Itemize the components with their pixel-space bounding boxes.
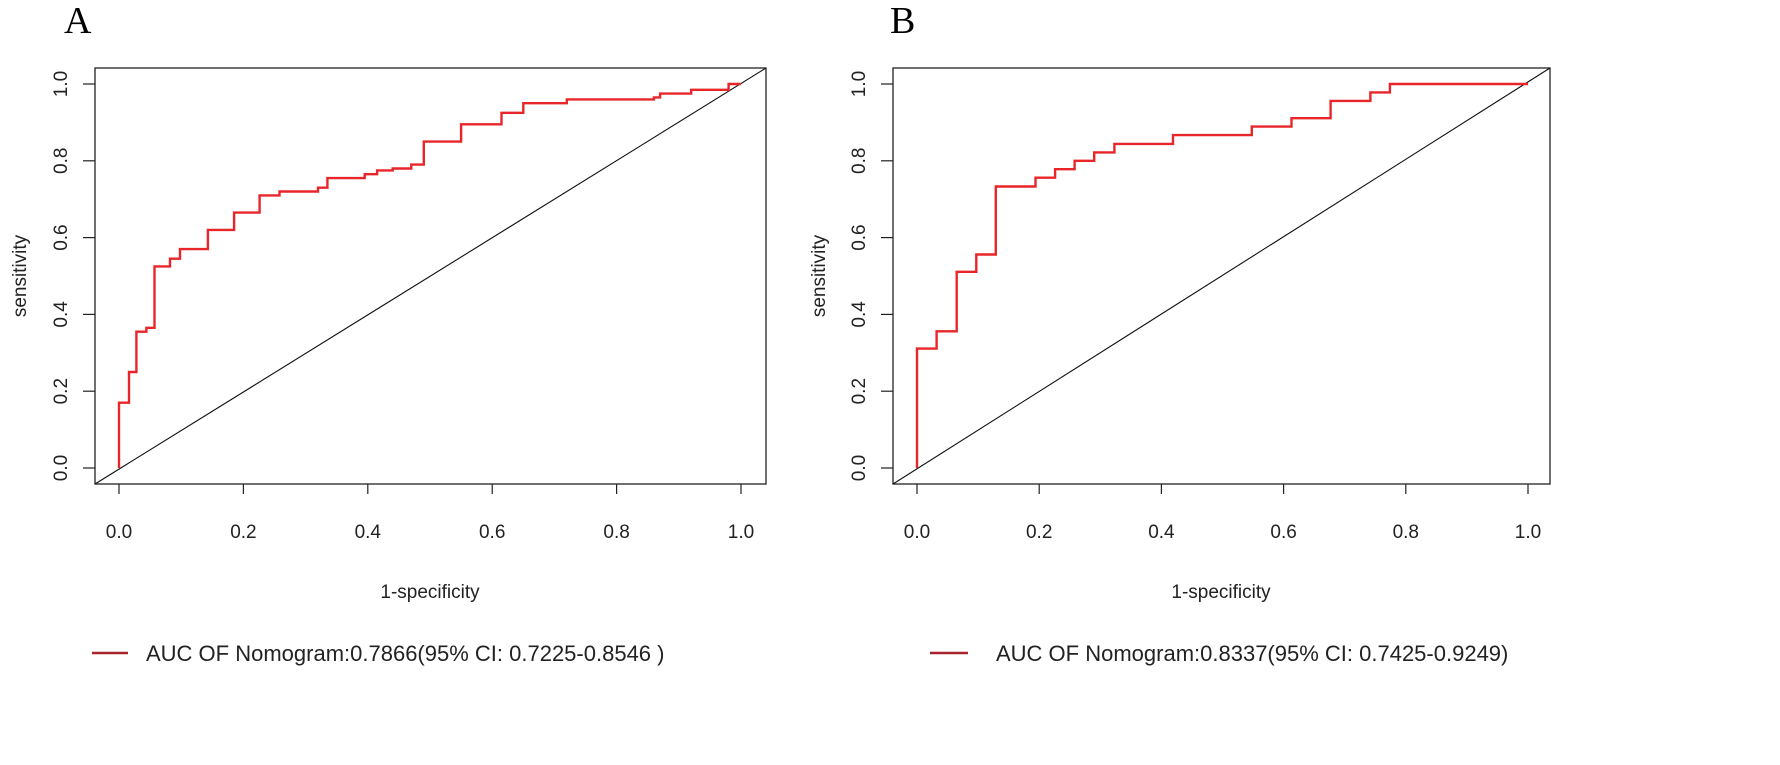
panel-b-x-tick-label: 0.8 — [1393, 522, 1419, 543]
panel-b-reference-diagonal — [892, 67, 1551, 485]
panel-a-y-tick-label: 1.0 — [51, 71, 72, 97]
panel-b-x-axis-title: 1-specificity — [1171, 582, 1271, 603]
panel-a: A 0.00.20.40.60.81.0 0.0 0.2 0.4 0.6 0.8 1.0 … — [10, 0, 767, 666]
panel-b-x-axis: 0.0 0.2 0.4 0.6 0.8 1.0 — [904, 484, 1541, 543]
panel-b-y-axis: 0.0 0.2 0.4 0.6 0.8 1.0 — [849, 71, 893, 481]
panel-b-x-tick-label: 0.2 — [1026, 522, 1052, 543]
panel-b-y-tick-label: 0.0 — [849, 455, 870, 481]
panel-b-x-tick-label: 0.0 — [904, 522, 930, 543]
panel-a-reference-diagonal — [94, 67, 767, 485]
panel-b-letter: B — [890, 0, 915, 42]
panel-b-y-tick-label: 0.4 — [849, 301, 870, 328]
panel-a-x-tick-label: 1.0 — [728, 522, 754, 543]
panel-b: B 0.00.20.40.60.81.0 0.0 0.2 0.4 0.6 0.8 1.0 … — [809, 0, 1551, 666]
panel-b-series — [892, 67, 1551, 485]
panel-a-x-tick-label: 0.6 — [479, 522, 505, 543]
panel-b-x-tick-label: 0.4 — [1148, 522, 1175, 543]
panel-a-y-tick-label: 0.0 — [51, 455, 72, 481]
panel-a-roc-curve — [117, 82, 741, 468]
panel-a-y-axis: 0.0 0.2 0.4 0.6 0.8 1.0 — [51, 71, 95, 481]
panel-a-x-axis: 0.0 0.2 0.4 0.6 0.8 1.0 — [106, 484, 754, 543]
panel-a-x-axis-title: 1-specificity — [380, 582, 480, 603]
panel-a-letter: A — [64, 0, 92, 42]
panel-a-y-tick-label: 0.4 — [51, 301, 72, 328]
panel-a-y-tick-label: 0.2 — [51, 378, 72, 404]
panel-b-legend-label: AUC OF Nomogram:0.8337(95% CI: 0.7425-0.… — [996, 641, 1508, 666]
panel-a-y-tick-label: 0.8 — [51, 148, 72, 174]
panel-b-x-tick-label: 1.0 — [1515, 522, 1541, 543]
panel-a-x-tick-label: 0.0 — [106, 522, 132, 543]
panel-a-series — [94, 67, 767, 485]
panel-a-x-tick-label: 0.8 — [603, 522, 629, 543]
panel-b-y-tick-label: 0.6 — [849, 224, 870, 250]
panel-a-plot-frame — [94, 67, 767, 485]
panel-b-y-axis-title: sensitivity — [809, 234, 830, 317]
panel-a-y-axis-title: sensitivity — [10, 234, 31, 317]
panel-a-x-tick-label: 0.4 — [355, 522, 382, 543]
panel-b-y-tick-label: 1.0 — [849, 71, 870, 97]
panel-a-legend-label: AUC OF Nomogram:0.7866(95% CI: 0.7225-0.… — [146, 641, 664, 666]
panel-b-roc-curve — [915, 82, 1528, 468]
panel-b-y-tick-label: 0.2 — [849, 378, 870, 404]
panel-b-y-tick-label: 0.8 — [849, 148, 870, 174]
panel-b-x-tick-label: 0.6 — [1270, 522, 1296, 543]
panel-a-x-tick-label: 0.2 — [230, 522, 256, 543]
panel-a-y-tick-label: 0.6 — [51, 224, 72, 250]
panel-b-plot-frame — [892, 67, 1551, 485]
